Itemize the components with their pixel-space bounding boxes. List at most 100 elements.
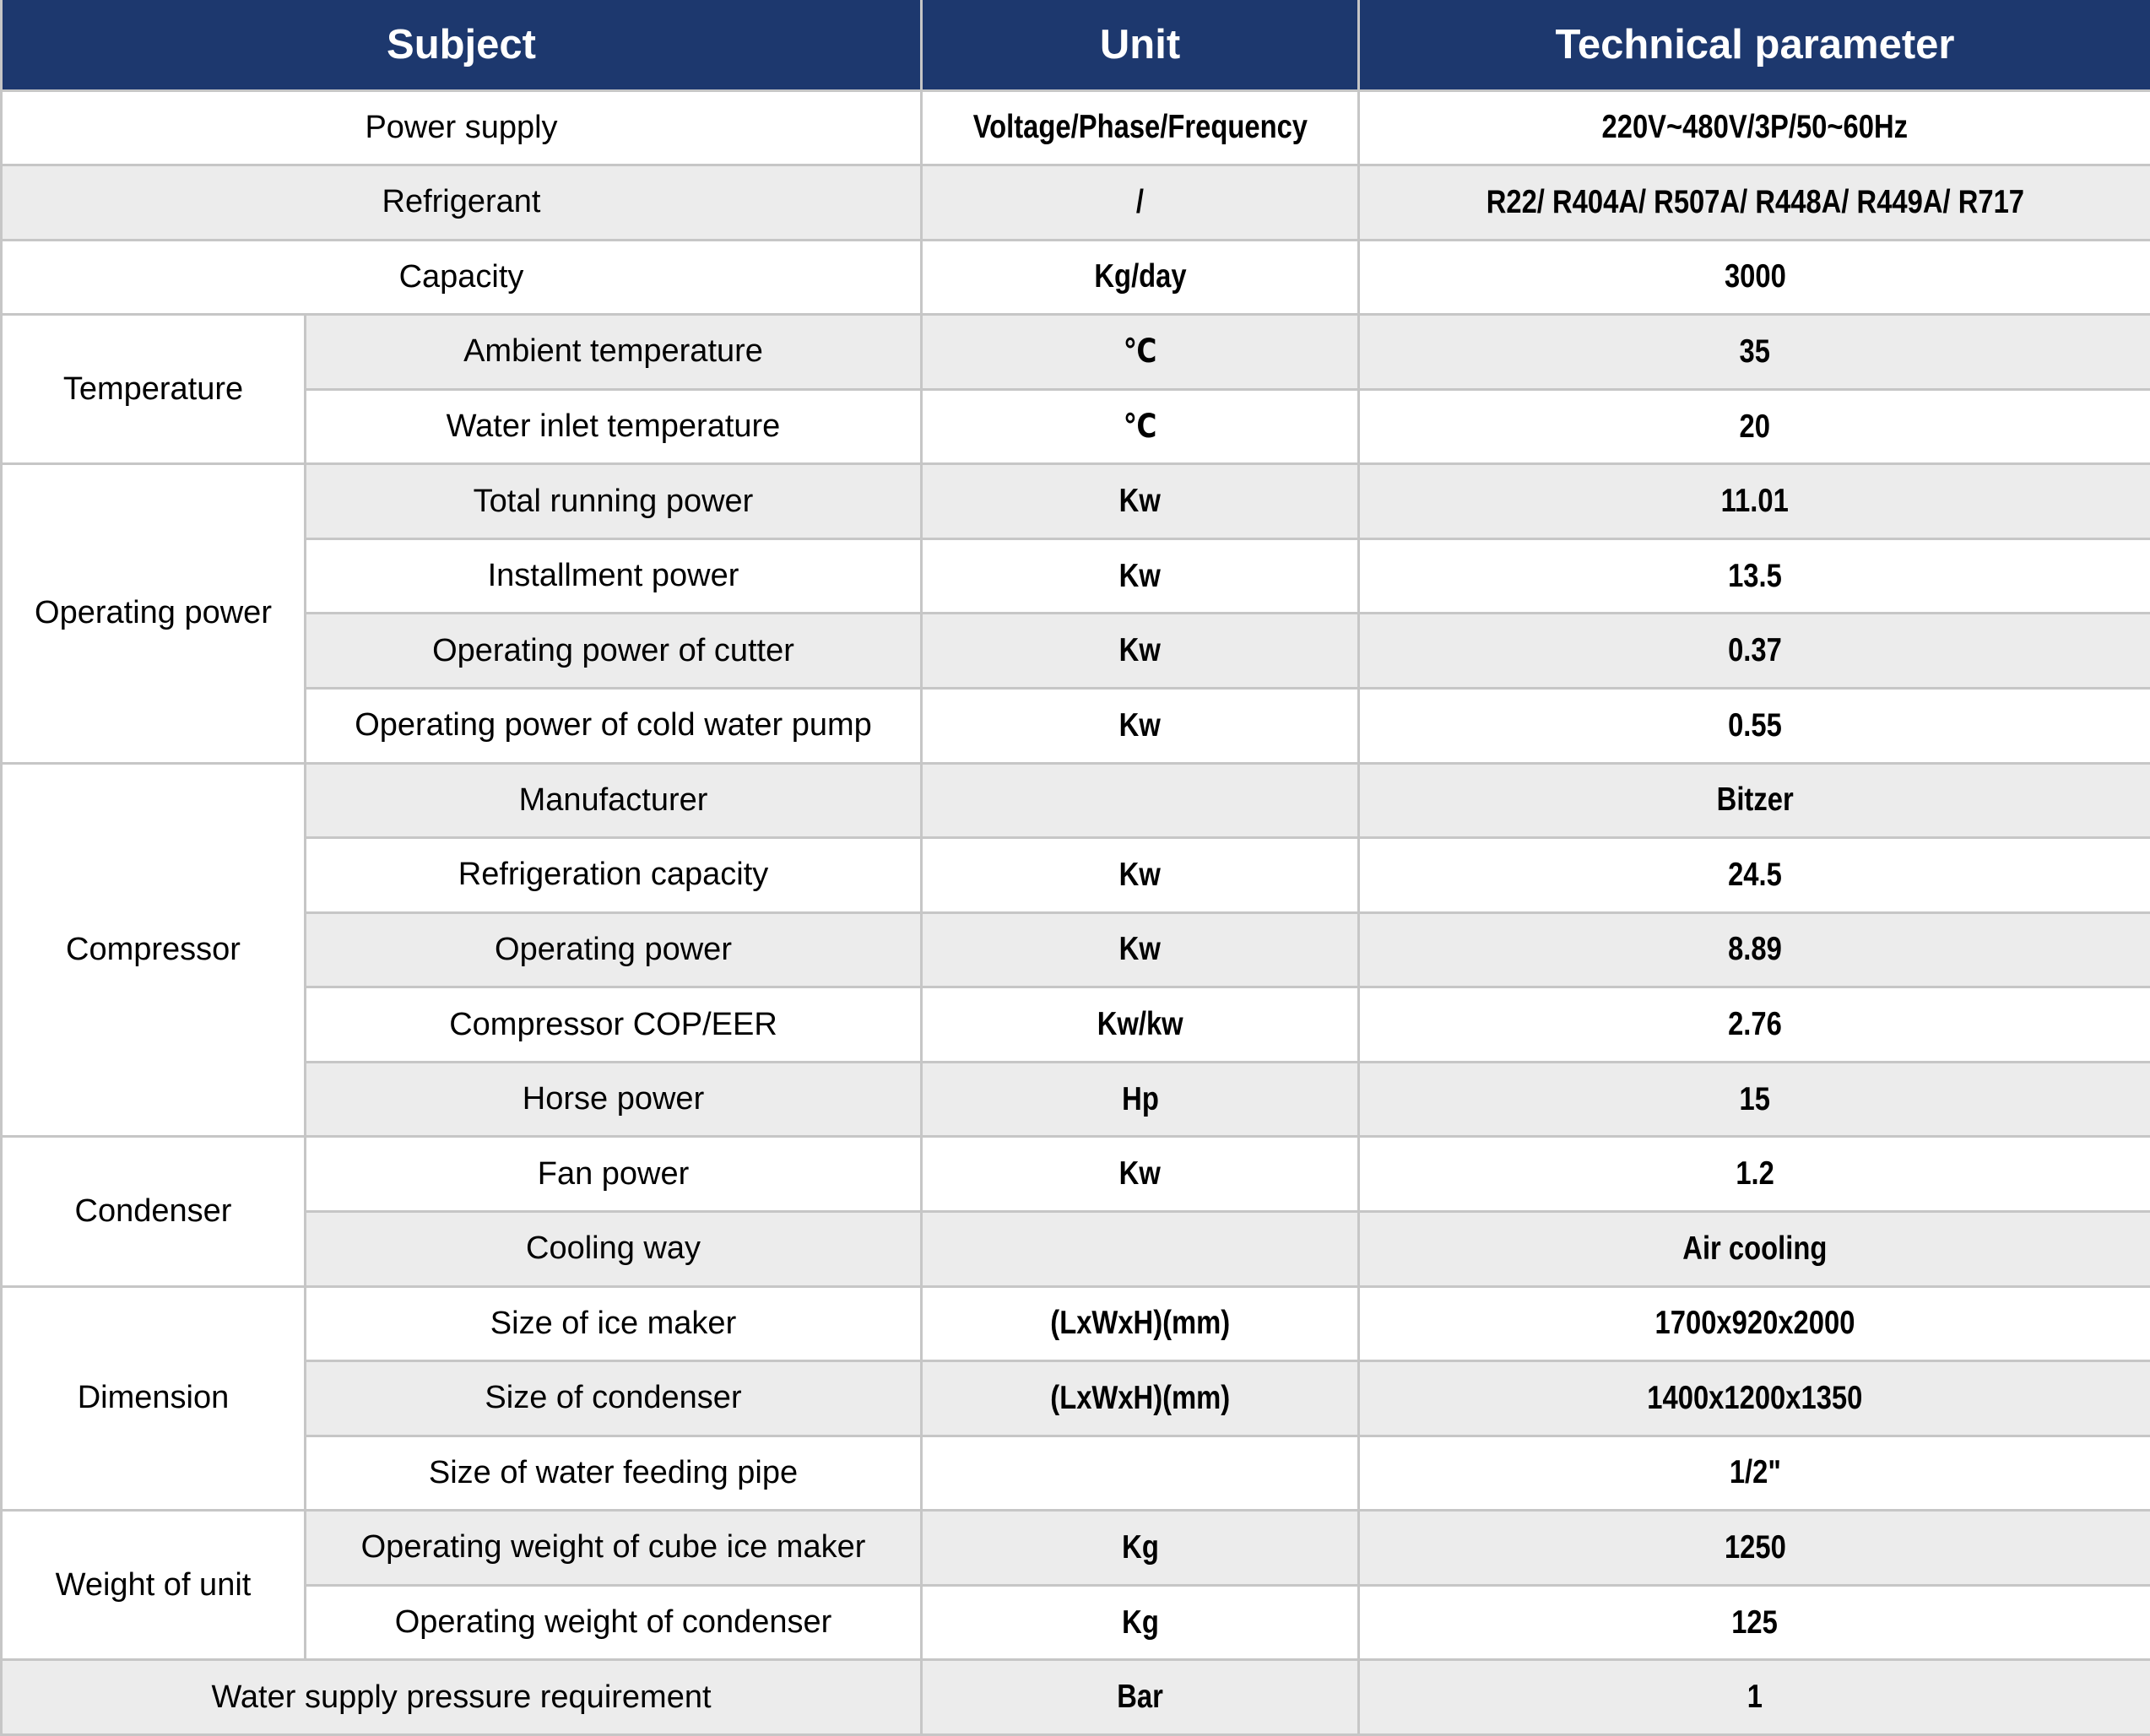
value-cell: 125 <box>1357 1583 2150 1662</box>
subject-cell: Size of condenser <box>303 1360 923 1437</box>
table-row: Refrigeration capacity Kw 24.5 <box>2 836 2150 914</box>
value-text: 20 <box>1739 408 1771 445</box>
spec-table-header: Subject Unit Technical parameter <box>0 0 2150 92</box>
unit-text: (LxWxH)(mm) <box>1050 1305 1230 1342</box>
unit-text: Kg <box>1121 1528 1159 1566</box>
value-text: 35 <box>1739 333 1771 370</box>
unit-text: Kw <box>1118 557 1162 594</box>
table-row: Condenser Fan power Kw 1.2 <box>0 1135 2150 1288</box>
unit-cell: Kg <box>920 1583 1361 1662</box>
subject-cell: Manufacturer <box>303 761 923 840</box>
group-cell: Weight of unit <box>0 1509 306 1662</box>
value-text: 1 <box>1747 1679 1763 1716</box>
unit-text: Kg/day <box>1093 258 1187 295</box>
value-text: 1.2 <box>1736 1155 1774 1192</box>
value-cell: 2.76 <box>1357 986 2150 1063</box>
table-row: Operating weight of condenser Kg 125 <box>2 1583 2150 1662</box>
table-row: Operating power of cold water pump Kw 0.55 <box>2 687 2150 765</box>
table-row: Water supply pressure requirement Bar 1 <box>0 1658 2150 1736</box>
unit-cell <box>920 1209 1361 1288</box>
subject-cell: Installment power <box>303 537 923 615</box>
table-row: Operating power of cutter Kw 0.37 <box>2 612 2150 690</box>
unit-cell: Kw <box>920 687 1361 765</box>
value-text: 13.5 <box>1728 557 1782 594</box>
value-cell: 35 <box>1357 313 2150 391</box>
unit-text: Kw <box>1118 483 1162 520</box>
table-row: Water inlet temperature ℃ 20 <box>2 387 2150 466</box>
unit-text: Kw <box>1118 931 1162 968</box>
table-row: Compressor Manufacturer Bitzer <box>0 761 2150 1138</box>
value-cell: Bitzer <box>1357 761 2150 840</box>
unit-text: / <box>1135 183 1145 220</box>
unit-text: Hp <box>1121 1080 1159 1117</box>
value-text: 2.76 <box>1728 1006 1782 1043</box>
subject-cell: Cooling way <box>303 1209 923 1288</box>
table-row: Temperature Ambient temperature ℃ 35 <box>0 313 2150 466</box>
unit-cell: (LxWxH)(mm) <box>920 1284 1361 1363</box>
table-row: Horse power Hp 15 <box>2 1060 2150 1138</box>
unit-text: ℃ <box>1123 333 1157 370</box>
unit-cell: Kg <box>920 1509 1361 1587</box>
value-cell: 1/2" <box>1357 1434 2150 1512</box>
spec-table-body: Power supply Voltage/Phase/Frequency 220V~… <box>0 89 2150 1736</box>
value-cell: 11.01 <box>1357 462 2150 540</box>
unit-text: Kw/kw <box>1097 1006 1183 1043</box>
subject-cell: Operating power of cutter <box>303 612 923 690</box>
unit-cell: / <box>920 164 1361 241</box>
table-row: Size of condenser (LxWxH)(mm) 1400x1200x13… <box>2 1360 2150 1437</box>
unit-text: Voltage/Phase/Frequency <box>972 109 1308 146</box>
table-row: Size of water feeding pipe 1/2" <box>2 1434 2150 1512</box>
header-subject: Subject <box>0 0 923 92</box>
unit-cell: Kg/day <box>920 238 1361 316</box>
subject-cell: Operating power <box>303 911 923 989</box>
table-row: Capacity Kg/day 3000 <box>0 238 2150 316</box>
value-cell: 1400x1200x1350 <box>1357 1360 2150 1437</box>
header-row: Subject Unit Technical parameter <box>0 0 2150 92</box>
unit-cell: Kw <box>920 911 1361 989</box>
value-text: 0.55 <box>1728 706 1782 744</box>
unit-text: (LxWxH)(mm) <box>1050 1379 1230 1416</box>
value-text: 125 <box>1731 1604 1779 1641</box>
unit-cell: Kw/kw <box>920 986 1361 1063</box>
group-cell: Compressor <box>0 761 306 1138</box>
unit-cell: Kw <box>920 462 1361 540</box>
table-row: Refrigerant / R22/ R404A/ R507A/ R448A/ R4… <box>0 164 2150 241</box>
subject-cell: Ambient temperature <box>303 313 923 391</box>
unit-cell <box>920 761 1361 840</box>
value-text: 1700x920x2000 <box>1654 1305 1855 1342</box>
value-text: Bitzer <box>1716 781 1794 819</box>
unit-text: ℃ <box>1123 408 1157 446</box>
subject-cell: Size of water feeding pipe <box>303 1434 923 1512</box>
subject-cell: Operating weight of cube ice maker <box>303 1509 923 1587</box>
subject-cell: Water inlet temperature <box>303 387 923 466</box>
unit-text: Bar <box>1117 1679 1163 1716</box>
value-cell: 20 <box>1357 387 2150 466</box>
value-text: R22/ R404A/ R507A/ R448A/ R449A/ R717 <box>1486 183 2024 220</box>
subject-cell: Operating weight of condenser <box>303 1583 923 1662</box>
unit-cell: Kw <box>920 612 1361 690</box>
subject-cell: Water supply pressure requirement <box>0 1658 923 1736</box>
value-cell: 13.5 <box>1357 537 2150 615</box>
unit-cell: Kw <box>920 1135 1361 1213</box>
subject-cell: Power supply <box>0 89 923 167</box>
value-text: 1/2" <box>1729 1454 1781 1491</box>
value-text: 15 <box>1739 1080 1771 1117</box>
subject-cell: Operating power of cold water pump <box>303 687 923 765</box>
subject-cell: Fan power <box>303 1135 923 1213</box>
unit-cell: ℃ <box>920 313 1361 391</box>
value-text: Air cooling <box>1682 1230 1828 1267</box>
unit-cell: Kw <box>920 537 1361 615</box>
table-row: Power supply Voltage/Phase/Frequency 220V~… <box>0 89 2150 167</box>
unit-text: Kw <box>1118 632 1162 669</box>
value-cell: 1250 <box>1357 1509 2150 1587</box>
value-cell: R22/ R404A/ R507A/ R448A/ R449A/ R717 <box>1357 164 2150 241</box>
table-row: Operating power Total running power Kw 11.0… <box>0 462 2150 765</box>
value-cell: 1 <box>1357 1658 2150 1736</box>
table-row: Installment power Kw 13.5 <box>2 537 2150 615</box>
value-cell: 8.89 <box>1357 911 2150 989</box>
subject-cell: Refrigeration capacity <box>303 836 923 914</box>
value-text: 220V~480V/3P/50~60Hz <box>1601 109 1909 146</box>
value-cell: 220V~480V/3P/50~60Hz <box>1357 89 2150 167</box>
header-parameter: Technical parameter <box>1357 0 2150 92</box>
